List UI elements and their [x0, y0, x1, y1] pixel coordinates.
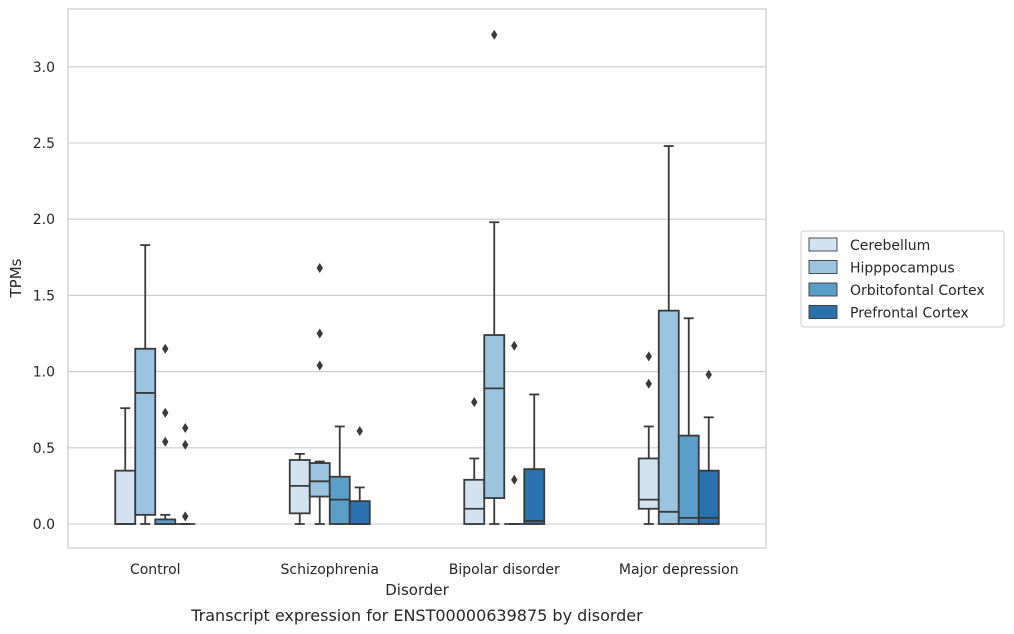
x-axis-ticks: Control Schizophrenia Bipolar disorder Majo… [130, 562, 739, 578]
box-1-1 [308, 262, 331, 525]
y-tick-label: 2.5 [33, 136, 55, 152]
y-axis-ticks: 0.0 0.5 1.0 1.5 2.0 2.5 3.0 [33, 60, 55, 533]
legend-swatch [808, 260, 838, 274]
outlier-point [182, 511, 189, 522]
box-2-0 [463, 397, 486, 525]
outlier-point [356, 426, 363, 437]
outlier-point [705, 369, 712, 380]
outlier-point [471, 397, 478, 408]
box-body [114, 469, 137, 525]
x-axis-label: Disorder [385, 581, 449, 599]
legend-label: Cerebellum [850, 238, 930, 254]
box-1-0 [288, 452, 311, 525]
box-2-3 [523, 393, 546, 525]
box-2-2 [504, 340, 525, 525]
outlier-point [316, 360, 323, 371]
outlier-point [316, 328, 323, 339]
legend-label: Prefrontal Cortex [850, 306, 969, 322]
box-1-3 [348, 426, 371, 525]
outlier-point [316, 262, 323, 273]
box-body [677, 434, 700, 525]
box-2-1 [483, 29, 506, 525]
y-tick-label: 1.0 [33, 365, 55, 381]
box-body [348, 500, 371, 525]
legend-swatch [808, 305, 838, 319]
outlier-point [182, 439, 189, 450]
legend-swatch [808, 237, 838, 252]
outlier-point [511, 340, 518, 351]
outlier-point [162, 343, 169, 354]
y-tick-label: 0.0 [33, 517, 55, 533]
outlier-point [645, 378, 652, 389]
legend-swatch [808, 282, 838, 297]
y-tick-label: 0.5 [33, 441, 55, 457]
y-axis-label: TPMs [7, 258, 25, 298]
legend: Cerebellum Hipppocampus Orbitofontal Corte… [800, 230, 1005, 328]
legend-frame [800, 230, 1005, 328]
box-body [657, 309, 680, 525]
outlier-point [491, 29, 498, 40]
box-body [134, 347, 157, 516]
y-tick-label: 2.0 [33, 212, 55, 228]
box-0-0 [114, 407, 137, 525]
box-body [637, 457, 660, 510]
legend-label: Hipppocampus [850, 261, 955, 277]
box-body [308, 462, 331, 498]
box-body [523, 468, 546, 525]
legend-label: Orbitofontal Cortex [850, 283, 985, 299]
outlier-point [645, 351, 652, 362]
outlier-point [162, 407, 169, 418]
box-0-1 [134, 244, 157, 525]
box-plots [114, 29, 720, 525]
chart-caption: Transcript expression for ENST0000063987… [191, 606, 643, 625]
box-0-3 [175, 422, 196, 525]
box-body [697, 469, 720, 525]
x-tick-label: Schizophrenia [281, 562, 379, 578]
outlier-point [162, 436, 169, 447]
outlier-point [511, 474, 518, 485]
box-3-1 [657, 145, 680, 525]
y-tick-label: 3.0 [33, 60, 55, 76]
x-tick-label: Control [130, 562, 181, 578]
box-1-2 [328, 425, 351, 525]
x-tick-label: Major depression [619, 562, 739, 578]
box-body [463, 478, 486, 525]
box-3-3 [697, 369, 720, 525]
box-3-0 [637, 351, 660, 525]
y-tick-label: 1.5 [33, 288, 55, 304]
box-0-2 [154, 343, 177, 525]
plot-area-frame [67, 8, 767, 549]
box-body [483, 334, 506, 499]
box-3-2 [677, 317, 700, 525]
x-tick-label: Bipolar disorder [449, 562, 560, 578]
outlier-point [182, 422, 189, 433]
